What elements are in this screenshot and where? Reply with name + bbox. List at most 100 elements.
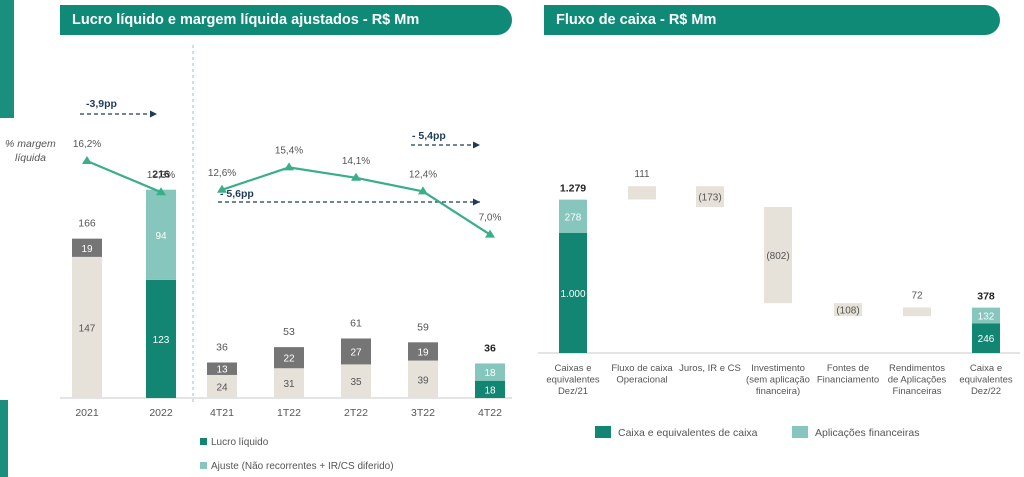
margin-label-line2: líquida bbox=[15, 152, 46, 164]
cf-legend-swatch-aplic bbox=[792, 426, 808, 438]
cf-x-label-0-2: Dez/21 bbox=[558, 386, 588, 397]
cf-bar-caixa-6 bbox=[972, 323, 1000, 353]
bar-total-2T22: 61 bbox=[350, 317, 362, 329]
right-panel-title: Fluxo de caixa - R$ Mm bbox=[544, 5, 1000, 35]
cf-x-label-3-1: (sem aplicação bbox=[746, 375, 810, 386]
cf-x-label-2-0: Juros, IR e CS bbox=[679, 363, 741, 374]
bar-value-lucro-3T22: 39 bbox=[417, 375, 429, 386]
bar-total-3T22: 59 bbox=[417, 321, 429, 333]
margin-point-3T22 bbox=[418, 186, 428, 195]
annotation-label-3: - 5,4pp bbox=[412, 130, 446, 142]
bar-segment-ajuste-3T22 bbox=[408, 342, 438, 361]
bar-segment-lucro-4T21 bbox=[207, 374, 237, 398]
bar-total-2021: 166 bbox=[78, 218, 96, 230]
cf-value-1: 111 bbox=[634, 169, 650, 180]
bar-segment-ajuste-2021 bbox=[72, 238, 102, 257]
margin-label-4T21: 12,6% bbox=[208, 168, 236, 179]
cf-bar-3 bbox=[764, 206, 792, 304]
bar-value-lucro-4T22: 18 bbox=[484, 385, 496, 396]
margin-point-4T21 bbox=[217, 184, 227, 193]
x-tick-4T22: 4T22 bbox=[478, 407, 502, 419]
bar-segment-ajuste-4T21 bbox=[207, 362, 237, 375]
annotation-label-1: -3,9pp bbox=[86, 98, 117, 110]
bar-value-lucro-2022: 123 bbox=[153, 335, 170, 346]
bar-total-2022: 216 bbox=[152, 169, 170, 181]
legend-label-lucro: Lucro líquido bbox=[211, 437, 269, 448]
cf-x-label-1-0: Fluxo de caixa bbox=[611, 363, 673, 374]
accent-bar-top bbox=[0, 0, 14, 118]
margin-point-2021 bbox=[82, 156, 92, 164]
annotation-label-2: - 5,6pp bbox=[220, 188, 254, 200]
cf-x-label-5-2: Financeiras bbox=[892, 386, 941, 397]
cf-x-label-3-0: Investimento bbox=[751, 363, 805, 374]
x-tick-2021: 2021 bbox=[75, 407, 99, 419]
cf-value-caixa-6: 246 bbox=[978, 334, 995, 345]
cf-bar-4 bbox=[834, 303, 862, 317]
cf-value-caixa-0: 1.000 bbox=[560, 289, 585, 300]
bar-total-4T21: 36 bbox=[216, 341, 228, 353]
cf-x-label-1-1: Operacional bbox=[616, 375, 667, 386]
profit-margin-chart: % margem líquida -3,9pp - 5,6pp - 5,4pp … bbox=[5, 45, 512, 472]
bar-segment-lucro-2T22 bbox=[341, 364, 371, 398]
cf-value-4: (108) bbox=[836, 306, 859, 317]
cf-value-5: 72 bbox=[911, 291, 923, 302]
bar-segment-lucro-4T22 bbox=[475, 380, 505, 398]
bar-value-lucro-4T21: 24 bbox=[216, 382, 228, 393]
bar-segment-lucro-2021 bbox=[72, 256, 102, 398]
margin-point-2022 bbox=[156, 187, 166, 196]
cf-x-label-5-1: de Aplicações bbox=[888, 375, 947, 386]
cf-bar-aplic-6 bbox=[972, 307, 1000, 324]
cf-x-label-4-0: Fontes de bbox=[827, 363, 869, 374]
margin-label-3T22: 12,4% bbox=[409, 169, 437, 180]
left-panel-title: Lucro líquido e margem líquida ajustados… bbox=[60, 5, 512, 35]
x-tick-2T22: 2T22 bbox=[344, 407, 368, 419]
cf-legend-swatch-caixa bbox=[595, 426, 611, 438]
cf-total-6: 378 bbox=[977, 291, 995, 303]
cf-bar-5 bbox=[903, 307, 931, 317]
accent-bar-bottom bbox=[0, 400, 8, 477]
cf-x-label-0-0: Caixas e bbox=[555, 363, 592, 374]
bar-value-ajuste-4T22: 18 bbox=[484, 368, 496, 379]
margin-label-2022: 12,3% bbox=[147, 170, 175, 181]
cf-bar-aplic-0 bbox=[559, 199, 587, 233]
margin-line-1 bbox=[86, 159, 162, 194]
bar-value-ajuste-2T22: 27 bbox=[350, 347, 362, 358]
x-tick-3T22: 3T22 bbox=[411, 407, 435, 419]
legend-swatch-lucro bbox=[200, 438, 207, 445]
cf-x-label-6-2: Dez/22 bbox=[971, 386, 1001, 397]
bar-value-ajuste-4T21: 13 bbox=[216, 365, 228, 376]
cf-bar-1 bbox=[628, 186, 656, 200]
bar-value-ajuste-3T22: 19 bbox=[417, 347, 429, 358]
bar-value-lucro-2T22: 35 bbox=[350, 377, 362, 388]
bar-value-ajuste-2022: 94 bbox=[155, 231, 167, 242]
margin-label-2T22: 14,1% bbox=[342, 156, 370, 167]
bar-segment-ajuste-2T22 bbox=[341, 338, 371, 365]
x-tick-2022: 2022 bbox=[149, 407, 173, 419]
cf-legend-label-aplic: Aplicações financeiras bbox=[815, 427, 919, 439]
margin-point-2T22 bbox=[351, 172, 361, 181]
cf-total-0: 1.279 bbox=[560, 183, 586, 195]
bar-total-4T22: 36 bbox=[484, 342, 496, 354]
cf-x-label-5-0: Rendimentos bbox=[889, 363, 945, 374]
cf-x-label-3-2: financeira) bbox=[756, 386, 800, 397]
margin-point-4T22 bbox=[485, 229, 495, 238]
bar-total-1T22: 53 bbox=[283, 326, 295, 338]
cf-bar-caixa-0 bbox=[559, 233, 587, 353]
margin-point-1T22 bbox=[284, 162, 294, 171]
cf-value-3: (802) bbox=[766, 251, 789, 262]
cf-x-label-0-1: equivalentes bbox=[546, 375, 600, 386]
cf-bar-2 bbox=[696, 186, 724, 207]
bar-segment-ajuste-4T22 bbox=[475, 363, 505, 381]
cf-x-label-6-1: equivalentes bbox=[959, 375, 1013, 386]
margin-label-4T22: 7,0% bbox=[479, 213, 502, 224]
bar-segment-ajuste-1T22 bbox=[274, 347, 304, 369]
legend-label-ajuste: Ajuste (Não recorrentes + IR/CS diferido… bbox=[211, 461, 394, 472]
bar-segment-ajuste-2022 bbox=[146, 189, 176, 280]
cf-x-label-6-0: Caixa e bbox=[970, 363, 1002, 374]
cf-legend-label-caixa: Caixa e equivalentes de caixa bbox=[618, 427, 758, 439]
margin-label-1T22: 15,4% bbox=[275, 145, 303, 156]
bar-value-ajuste-1T22: 22 bbox=[283, 354, 295, 365]
bar-value-lucro-2021: 147 bbox=[79, 323, 96, 334]
margin-label-line1: % margem bbox=[5, 138, 56, 150]
x-tick-4T21: 4T21 bbox=[210, 407, 234, 419]
